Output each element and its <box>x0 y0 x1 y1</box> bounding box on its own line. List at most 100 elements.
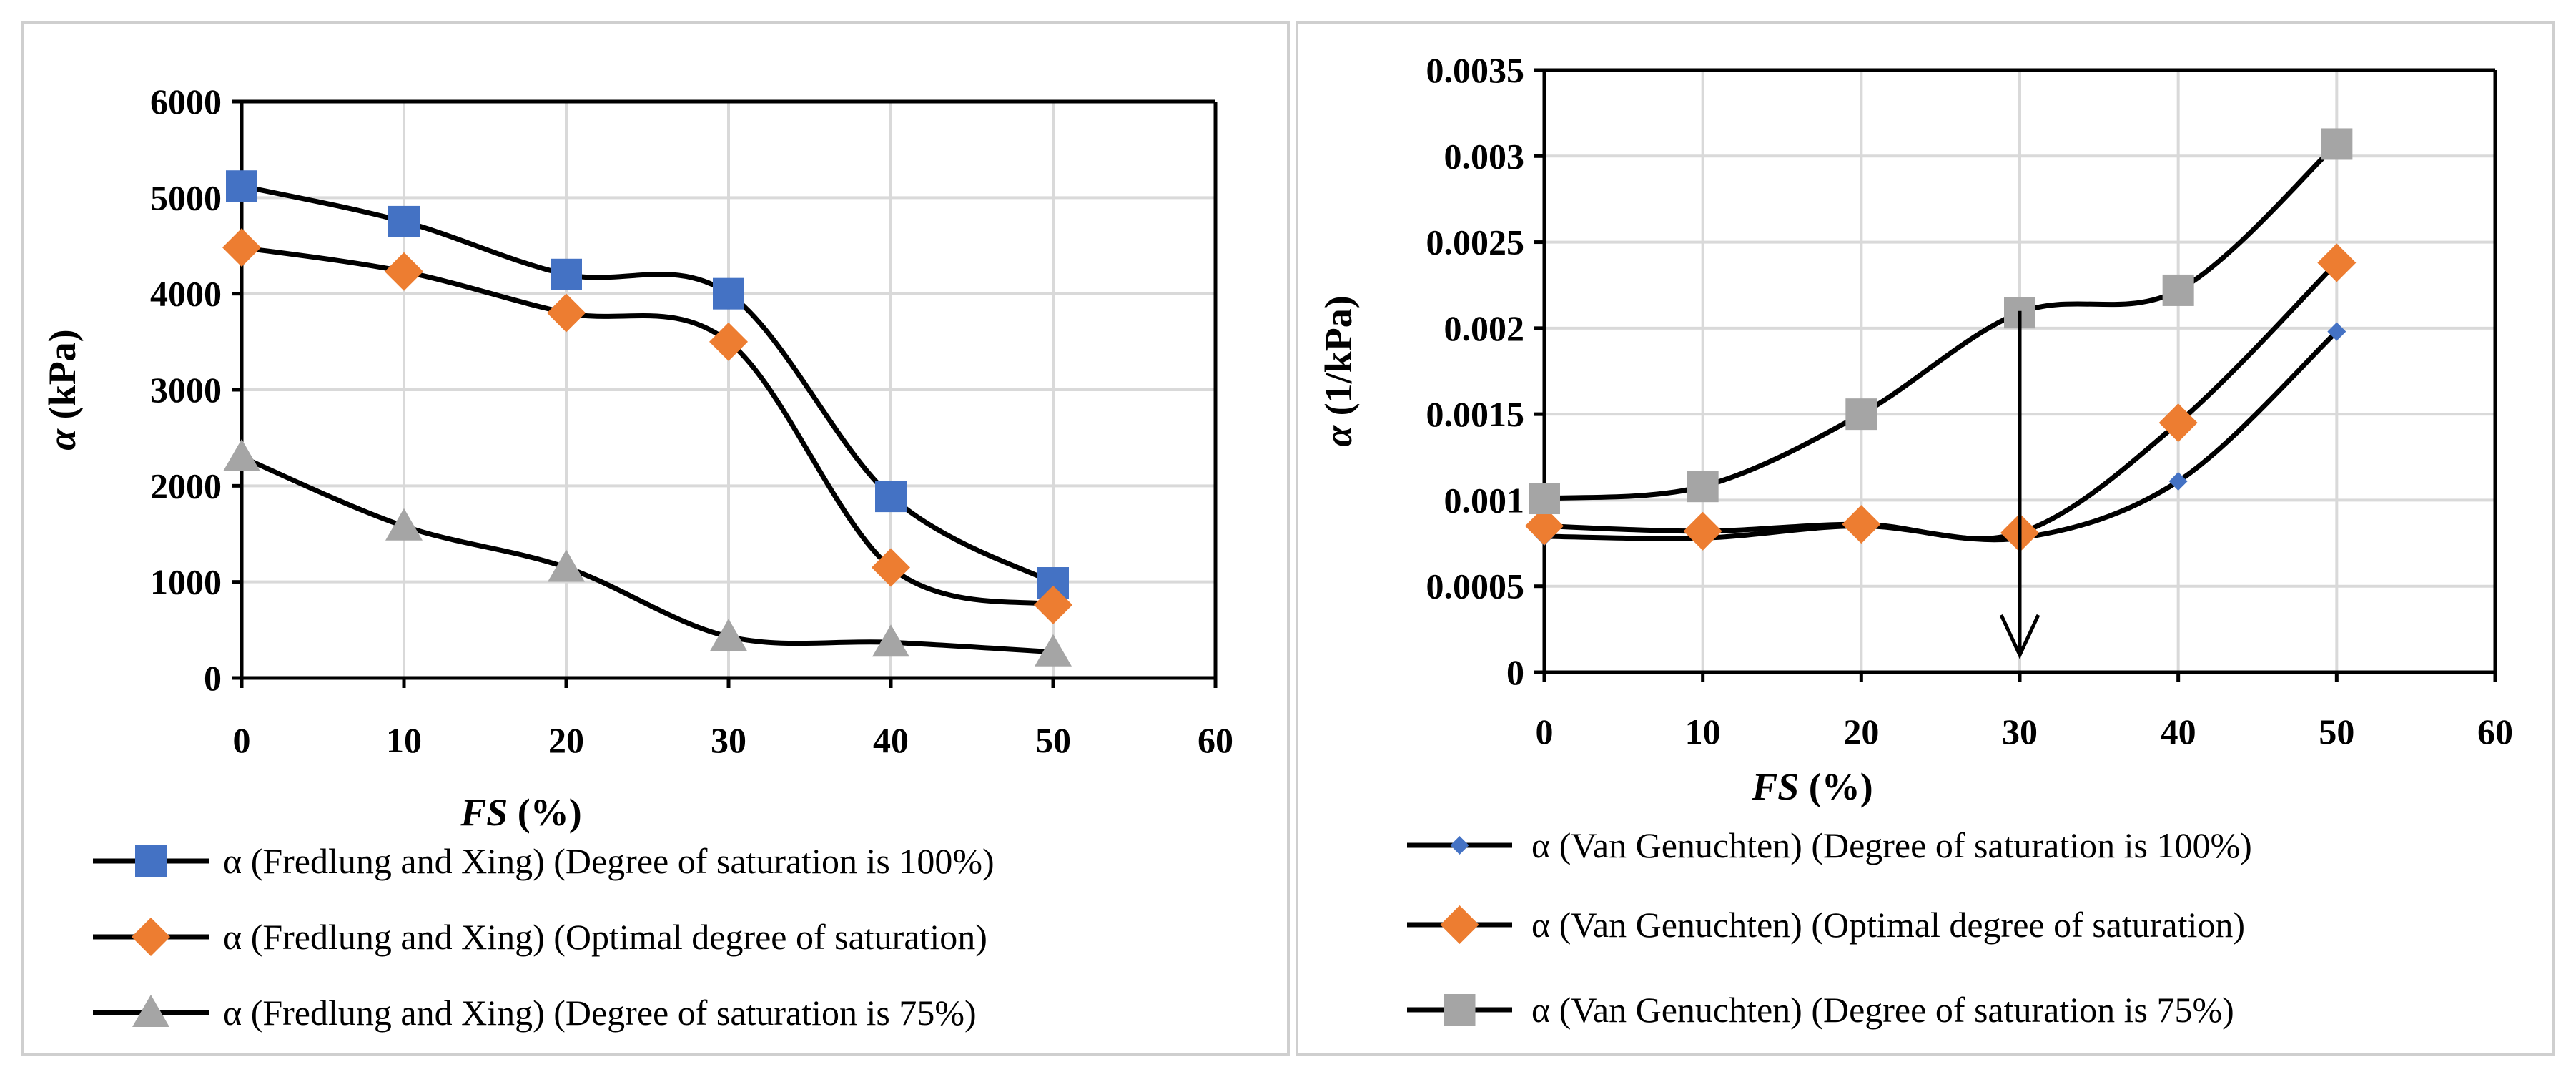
x-tick-label: 50 <box>2319 712 2354 752</box>
x-tick-label: 10 <box>1685 712 1721 752</box>
x-tick-label: 60 <box>2477 712 2513 752</box>
x-axis-title: FS (%) <box>460 791 582 834</box>
y-tick-label: 0.002 <box>1444 308 1525 348</box>
y-axis-title-unit: (1/kPa) <box>1317 295 1360 426</box>
data-point <box>1687 471 1719 503</box>
x-tick-label: 0 <box>233 720 251 760</box>
data-point <box>2162 274 2194 306</box>
data-point <box>875 481 907 513</box>
series-2 <box>222 228 1072 624</box>
legend-item: α (Fredlung and Xing) (Degree of saturat… <box>93 993 977 1033</box>
data-point <box>1529 483 1560 515</box>
legend-label: α (Van Genuchten) (Optimal degree of sat… <box>1531 905 2245 945</box>
data-point <box>2317 243 2357 282</box>
legend-label: α (Fredlung and Xing) (Degree of saturat… <box>223 841 995 881</box>
legend-label: α (Fredlung and Xing) (Degree of saturat… <box>223 993 977 1033</box>
series-line <box>240 454 1054 655</box>
x-axis-title-italic: FS <box>1751 765 1799 808</box>
series-1 <box>1535 322 2346 548</box>
x-tick-label: 50 <box>1035 720 1071 760</box>
chart-2: 0 10 20 30 40 50 60 0 0.0005 0.001 0.0015 0.002 0.00… <box>1317 50 2513 1030</box>
x-tick-label: 60 <box>1198 720 1233 760</box>
y-tick-label: 0.001 <box>1444 480 1525 520</box>
data-point <box>1842 505 1881 544</box>
y-axis-title: α (kPa) <box>41 329 84 450</box>
x-tick-label: 40 <box>2161 712 2196 752</box>
legend-item: α (Fredlung and Xing) (Optimal degree of… <box>93 917 987 957</box>
y-tick-label: 0.0015 <box>1426 394 1525 434</box>
series-line <box>241 183 1055 586</box>
y-tick-label: 0.0035 <box>1426 50 1525 90</box>
y-tick-label: 0.003 <box>1444 136 1525 176</box>
y-tick-label: 6000 <box>150 82 222 122</box>
x-tick-label: 0 <box>1536 712 1554 752</box>
legend-marker <box>1444 994 1476 1026</box>
x-tick-label: 20 <box>1843 712 1879 752</box>
data-point <box>385 252 423 291</box>
data-point <box>2168 471 2188 491</box>
data-point <box>1525 506 1564 546</box>
y-axis-title-unit: (kPa) <box>41 329 84 428</box>
data-point <box>385 508 423 541</box>
legend: α (Fredlung and Xing) (Degree of saturat… <box>93 841 995 1033</box>
series-3 <box>1529 128 2353 515</box>
y-tick-label: 3000 <box>150 370 222 410</box>
legend-item: α (Fredlung and Xing) (Degree of saturat… <box>93 841 995 881</box>
data-point <box>2321 128 2353 160</box>
y-axis-title: α (1/kPa) <box>1317 295 1360 446</box>
data-point <box>2158 403 2198 443</box>
legend: α (Van Genuchten) (Degree of saturation … <box>1407 825 2252 1030</box>
x-tick-label: 40 <box>873 720 909 760</box>
data-point <box>2327 322 2346 341</box>
series-line <box>1544 260 2339 541</box>
data-point <box>222 228 261 267</box>
series-2 <box>1525 243 2357 553</box>
x-axis-title: FS (%) <box>1751 765 1873 808</box>
legend-label: α (Van Genuchten) (Degree of saturation … <box>1531 825 2252 865</box>
series-line <box>1544 142 2339 501</box>
data-point <box>226 170 257 202</box>
x-axis-title-italic: FS <box>460 791 508 834</box>
x-tick-label: 30 <box>2002 712 2038 752</box>
legend-marker <box>132 995 169 1027</box>
data-point <box>1845 398 1877 431</box>
legend-item: α (Van Genuchten) (Degree of saturation … <box>1407 990 2234 1030</box>
data-point <box>388 205 420 237</box>
chart-1: 0 10 20 30 40 50 60 0 1000 2000 3000 4000 5000 6000 FS… <box>41 82 1233 1033</box>
data-point <box>1683 511 1722 551</box>
x-axis-title-unit: (%) <box>1799 765 1872 808</box>
data-point <box>223 439 260 472</box>
data-point <box>1034 585 1072 624</box>
y-axis-title-symbol: α <box>1317 425 1360 447</box>
series-line <box>241 245 1054 608</box>
right-chart-panel <box>1296 21 2555 1056</box>
y-tick-label: 2000 <box>150 466 222 506</box>
series-3 <box>223 439 1072 667</box>
legend-marker <box>135 845 167 877</box>
legend-marker <box>1440 905 1479 944</box>
data-point <box>547 293 586 333</box>
y-tick-label: 1000 <box>150 562 222 602</box>
y-tick-label: 0 <box>1506 652 1524 692</box>
data-point <box>710 619 747 651</box>
data-point <box>1035 634 1072 667</box>
data-point <box>551 258 582 290</box>
x-tick-label: 20 <box>548 720 584 760</box>
x-axis-title-unit: (%) <box>508 791 581 834</box>
y-tick-label: 0 <box>204 658 222 698</box>
data-point <box>872 624 909 657</box>
y-tick-label: 0.0025 <box>1426 222 1525 262</box>
series-1 <box>226 170 1069 599</box>
legend-marker <box>1450 836 1469 855</box>
x-tick-label: 30 <box>711 720 746 760</box>
data-point <box>709 322 748 361</box>
legend-marker <box>132 918 170 956</box>
legend-label: α (Van Genuchten) (Degree of saturation … <box>1531 990 2234 1030</box>
y-tick-label: 4000 <box>150 274 222 314</box>
legend-item: α (Van Genuchten) (Degree of saturation … <box>1407 825 2252 865</box>
y-tick-label: 0.0005 <box>1426 566 1525 606</box>
data-point <box>548 549 585 582</box>
data-point <box>713 277 744 310</box>
x-tick-label: 10 <box>386 720 422 760</box>
